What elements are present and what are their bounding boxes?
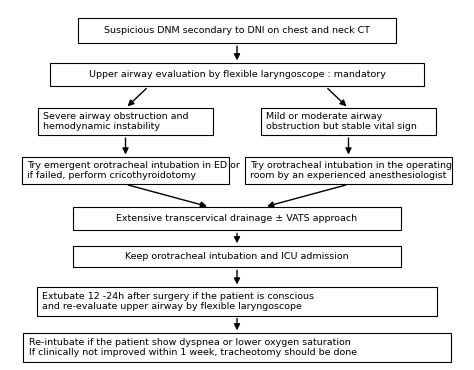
FancyBboxPatch shape — [78, 18, 396, 43]
FancyBboxPatch shape — [245, 158, 452, 184]
Text: Keep orotracheal intubation and ICU admission: Keep orotracheal intubation and ICU admi… — [125, 252, 349, 261]
Text: Suspicious DNM secondary to DNI on chest and neck CT: Suspicious DNM secondary to DNI on chest… — [104, 26, 370, 35]
Text: Extensive transcervical drainage ± VATS approach: Extensive transcervical drainage ± VATS … — [117, 214, 357, 223]
FancyBboxPatch shape — [38, 108, 213, 135]
FancyBboxPatch shape — [22, 158, 229, 184]
Text: Severe airway obstruction and
hemodynamic instability: Severe airway obstruction and hemodynami… — [44, 112, 189, 131]
Text: Extubate 12 -24h after surgery if the patient is conscious
and re-evaluate upper: Extubate 12 -24h after surgery if the pa… — [42, 292, 314, 311]
Text: Try emergent orotracheal intubation in ED or
if failed, perform cricothyroidotom: Try emergent orotracheal intubation in E… — [27, 161, 240, 181]
FancyBboxPatch shape — [23, 333, 451, 361]
FancyBboxPatch shape — [73, 207, 401, 230]
FancyBboxPatch shape — [37, 287, 437, 316]
FancyBboxPatch shape — [261, 108, 436, 135]
FancyBboxPatch shape — [73, 246, 401, 268]
FancyBboxPatch shape — [50, 63, 424, 87]
Text: Re-intubate if the patient show dyspnea or lower oxygen saturation
If clinically: Re-intubate if the patient show dyspnea … — [28, 338, 357, 357]
Text: Mild or moderate airway
obstruction but stable vital sign: Mild or moderate airway obstruction but … — [266, 112, 417, 131]
Text: Try orotracheal intubation in the operating
room by an experienced anesthesiolog: Try orotracheal intubation in the operat… — [250, 161, 452, 181]
Text: Upper airway evaluation by flexible laryngoscope : mandatory: Upper airway evaluation by flexible lary… — [89, 70, 385, 80]
